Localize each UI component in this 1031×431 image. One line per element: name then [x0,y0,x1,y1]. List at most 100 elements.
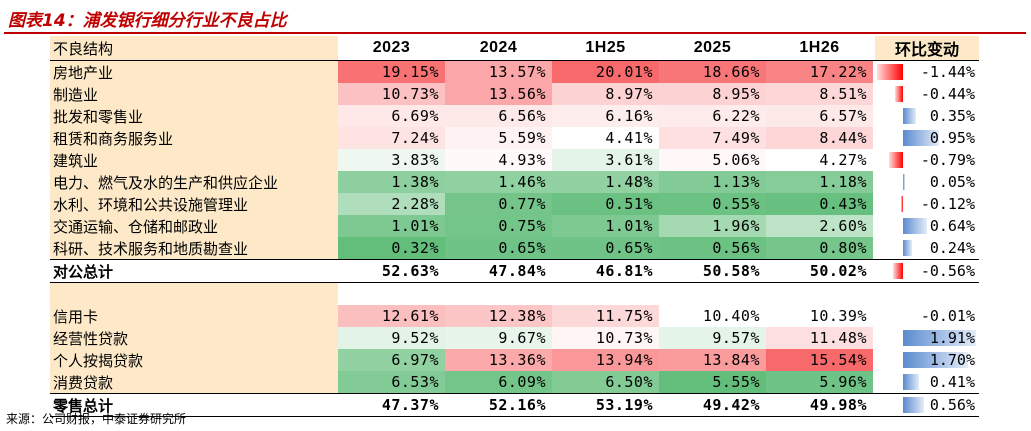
change-value: 0.95% [929,129,975,147]
column-gap [873,327,875,349]
change-cell: -1.44% [875,60,979,83]
change-value: 0.41% [929,373,975,391]
value-cell: 6.50% [552,371,659,394]
positive-change-bar [903,352,968,368]
change-value: -0.12% [920,195,975,213]
value-cell: 4.27% [766,149,873,171]
table-row: 科研、技术服务和地质勘查业 0.32% 0.65% 0.65% 0.56% 0.80% 0.… [50,237,979,260]
value-cell: 12.61% [338,305,445,327]
value-cell: 1.01% [552,215,659,237]
spacer-row [50,282,979,306]
row-label: 水利、环境和公共设施管理业 [50,193,338,215]
value-cell: 17.22% [766,60,873,83]
value-cell: 20.01% [552,60,659,83]
title-underline [4,32,1026,34]
negative-change-bar [894,86,903,102]
spacer-cell [659,283,766,306]
row-label: 制造业 [50,83,338,105]
negative-change-bar [892,263,903,279]
value-cell: 7.49% [659,127,766,149]
change-cell: 1.91% [875,327,979,349]
change-cell: 0.56% [875,393,979,417]
positive-change-bar [903,174,905,190]
column-gap [873,149,875,171]
column-header: 1H26 [766,36,873,61]
table-row: 建筑业 3.83% 4.93% 3.61% 5.06% 4.27% -0.79% [50,149,979,171]
value-cell: 6.16% [552,105,659,127]
change-value: -0.56% [920,262,975,280]
value-cell: 0.32% [338,237,445,260]
value-cell: 8.51% [766,83,873,105]
value-cell: 11.75% [552,305,659,327]
column-gap [873,305,875,327]
column-gap [873,36,875,61]
value-cell: 50.58% [659,259,766,283]
change-value: 1.70% [929,351,975,369]
value-cell: 6.57% [766,105,873,127]
table-row: 房地产业 19.15% 13.57% 20.01% 18.66% 17.22% -1.44% [50,60,979,83]
positive-change-bar [903,240,913,256]
value-cell: 46.81% [552,259,659,283]
value-cell: 18.66% [659,60,766,83]
row-label: 电力、燃气及水的生产和供应企业 [50,171,338,193]
table-row: 租赁和商务服务业 7.24% 5.59% 4.41% 7.49% 8.44% 0.95% [50,127,979,149]
row-label: 租赁和商务服务业 [50,127,338,149]
value-cell: 0.75% [445,215,552,237]
change-databar: -0.12% [875,193,979,215]
change-value: -0.44% [920,85,975,103]
value-cell: 0.80% [766,237,873,260]
column-gap [873,215,875,237]
value-cell: 50.02% [766,259,873,283]
column-gap [873,105,875,127]
change-cell: -0.56% [875,259,979,283]
value-cell: 13.94% [552,349,659,371]
value-cell: 19.15% [338,60,445,83]
value-cell: 0.65% [445,237,552,260]
value-cell: 3.61% [552,149,659,171]
change-cell: 0.05% [875,171,979,193]
change-cell: -0.01% [875,305,979,327]
change-cell: 1.70% [875,349,979,371]
column-gap [873,193,875,215]
change-cell: 0.24% [875,237,979,260]
value-cell: 49.98% [766,393,873,417]
value-cell: 1.46% [445,171,552,193]
row-label: 房地产业 [50,60,338,83]
value-cell: 1.13% [659,171,766,193]
value-cell: 1.96% [659,215,766,237]
change-value: -0.79% [920,151,975,169]
value-cell: 8.44% [766,127,873,149]
positive-change-bar [903,108,917,124]
column-gap [873,349,875,371]
value-cell: 7.24% [338,127,445,149]
value-cell: 11.48% [766,327,873,349]
value-cell: 2.28% [338,193,445,215]
value-cell: 4.41% [552,127,659,149]
value-cell: 6.97% [338,349,445,371]
column-gap [873,282,875,305]
column-gap [873,171,875,193]
change-databar: -0.79% [875,149,979,171]
column-gap [873,371,875,394]
value-cell: 5.55% [659,371,766,394]
change-databar: -0.01% [875,305,979,327]
table-row: 信用卡 12.61% 12.38% 11.75% 10.40% 10.39% -0.01% [50,305,979,327]
value-cell: 8.97% [552,83,659,105]
change-databar: 0.05% [875,171,979,193]
change-databar: 0.64% [875,215,979,237]
row-label: 消费贷款 [50,371,338,394]
column-gap [873,393,875,417]
change-cell: -0.79% [875,149,979,171]
change-databar: 1.91% [875,327,979,349]
npl-structure-table: 不良结构 2023 2024 1H25 2025 1H26 环比变动 房地产业 19.15% 13… [50,36,979,417]
table-row: 消费贷款 6.53% 6.09% 6.50% 5.55% 5.96% 0.41% [50,371,979,394]
value-cell: 10.73% [552,327,659,349]
value-cell: 15.54% [766,349,873,371]
change-cell: -0.12% [875,193,979,215]
change-cell: 0.41% [875,371,979,394]
change-databar: -0.44% [875,83,979,105]
positive-change-bar [903,130,940,146]
change-value: 0.05% [929,173,975,191]
value-cell: 10.40% [659,305,766,327]
column-header: 2023 [338,36,445,61]
